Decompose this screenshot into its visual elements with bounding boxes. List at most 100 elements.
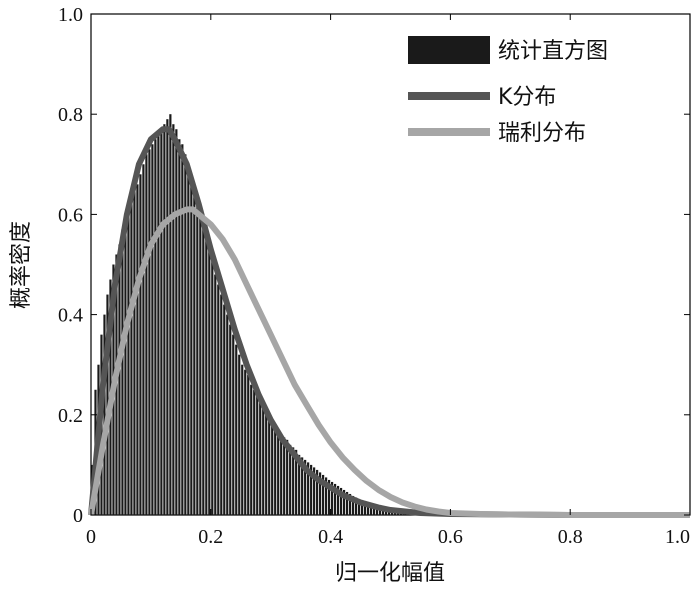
histogram-bar	[220, 294, 223, 515]
histogram-bar	[208, 249, 211, 515]
histogram-bar	[256, 394, 259, 515]
histogram-bar	[127, 209, 130, 515]
histogram-bar	[160, 129, 163, 516]
y-tick-label: 1.0	[58, 4, 83, 26]
k-distribution-line	[88, 126, 690, 518]
histogram-bar	[357, 498, 361, 515]
histogram-bar	[205, 234, 208, 515]
histogram-bar	[336, 485, 340, 515]
histogram-bar	[262, 404, 265, 515]
histogram-bar	[139, 174, 142, 515]
histogram-bar	[331, 481, 334, 515]
histogram-bar	[136, 184, 139, 515]
histogram-bar	[199, 209, 202, 515]
curve-lines	[88, 126, 690, 518]
histogram-bar	[280, 434, 283, 515]
histogram-bar	[283, 437, 286, 515]
histogram-bar	[295, 449, 298, 515]
histogram-bar	[157, 134, 160, 516]
histogram-bar	[310, 464, 313, 515]
histogram-bar	[235, 344, 238, 515]
histogram-bar	[372, 503, 376, 515]
histogram-bar	[118, 244, 121, 515]
histogram-bar	[244, 369, 247, 515]
histogram-bar	[175, 129, 178, 516]
histogram-bar	[151, 144, 154, 515]
x-tick-label: 0.8	[558, 526, 583, 548]
legend-label-histogram: 统计直方图	[498, 39, 608, 64]
histogram-bar	[241, 364, 244, 515]
x-tick-label: 0.4	[318, 526, 343, 548]
histogram-bar	[202, 224, 205, 516]
histogram-bar	[172, 124, 175, 515]
histogram-bar	[229, 324, 232, 515]
y-tick-label: 0.4	[58, 305, 83, 327]
histogram-bar	[211, 259, 214, 515]
y-tick-label: 0	[73, 505, 83, 527]
histogram-bar	[277, 429, 280, 515]
histogram-bar	[292, 447, 295, 515]
legend-swatch-histogram	[408, 36, 490, 64]
histogram-bars	[91, 114, 690, 516]
histogram-bar	[307, 462, 310, 515]
legend-label-rayleigh: 瑞利分布	[498, 121, 586, 146]
histogram-bar	[247, 374, 250, 515]
histogram-bar	[286, 439, 289, 515]
histogram-bar	[325, 477, 328, 515]
rayleigh-distribution-line	[88, 206, 690, 518]
histogram-bar	[223, 304, 226, 515]
histogram-bar	[304, 459, 307, 515]
histogram-bar	[301, 457, 304, 515]
histogram-bar	[145, 154, 148, 515]
histogram-bar	[103, 314, 106, 515]
histogram-bar	[190, 174, 193, 515]
histogram-bar	[363, 500, 367, 515]
y-tick-label: 0.2	[58, 405, 83, 427]
histogram-bar	[130, 199, 133, 515]
histogram-bar	[196, 199, 199, 515]
histogram-bar	[271, 419, 274, 515]
y-tick-label: 0.6	[58, 204, 83, 226]
histogram-bar	[313, 467, 316, 515]
axis-ticks: 0 0.2 0.4 0.6 0.8 1.0 0 0.2 0.4 0.6 0.8 1.0	[58, 4, 691, 548]
histogram-bar	[238, 354, 241, 515]
histogram-bar	[169, 114, 172, 515]
histogram-bar	[369, 502, 373, 515]
x-tick-label: 1.0	[665, 526, 690, 548]
histogram-bar	[333, 483, 337, 515]
histogram-bar	[154, 139, 157, 515]
histogram-bar	[250, 384, 253, 515]
histogram-bar	[345, 491, 349, 515]
histogram-bar	[163, 124, 166, 515]
histogram-bar	[316, 469, 319, 515]
histogram-bar	[351, 495, 355, 515]
x-tick-label: 0.6	[438, 526, 463, 548]
histogram-bar	[166, 119, 169, 516]
histogram-bar	[253, 389, 256, 515]
x-tick-label: 0	[86, 526, 96, 548]
histogram-bar	[124, 219, 127, 515]
histogram-bar	[232, 334, 235, 515]
histogram-bar	[319, 472, 322, 515]
histogram-bar	[217, 284, 220, 515]
histogram-bar	[142, 164, 145, 516]
histogram-bar	[265, 409, 268, 515]
histogram-bar	[259, 399, 262, 515]
histogram-bar	[298, 454, 301, 515]
histogram-bar	[366, 501, 370, 515]
histogram-bar	[178, 139, 181, 515]
histogram-bar	[148, 149, 151, 515]
legend: 统计直方图 K分布 瑞利分布	[408, 36, 608, 146]
histogram-bar	[360, 499, 364, 515]
x-tick-label: 0.2	[198, 526, 223, 548]
histogram-bar	[226, 314, 229, 515]
histogram-bar	[348, 493, 352, 515]
y-tick-label: 0.8	[58, 104, 83, 126]
plot-area	[90, 13, 691, 516]
histogram-bar	[342, 489, 346, 515]
y-axis-label: 概率密度	[9, 221, 34, 309]
x-axis-label: 归一化幅值	[335, 561, 445, 586]
histogram-bar	[268, 414, 271, 515]
histogram-bar	[133, 189, 136, 515]
